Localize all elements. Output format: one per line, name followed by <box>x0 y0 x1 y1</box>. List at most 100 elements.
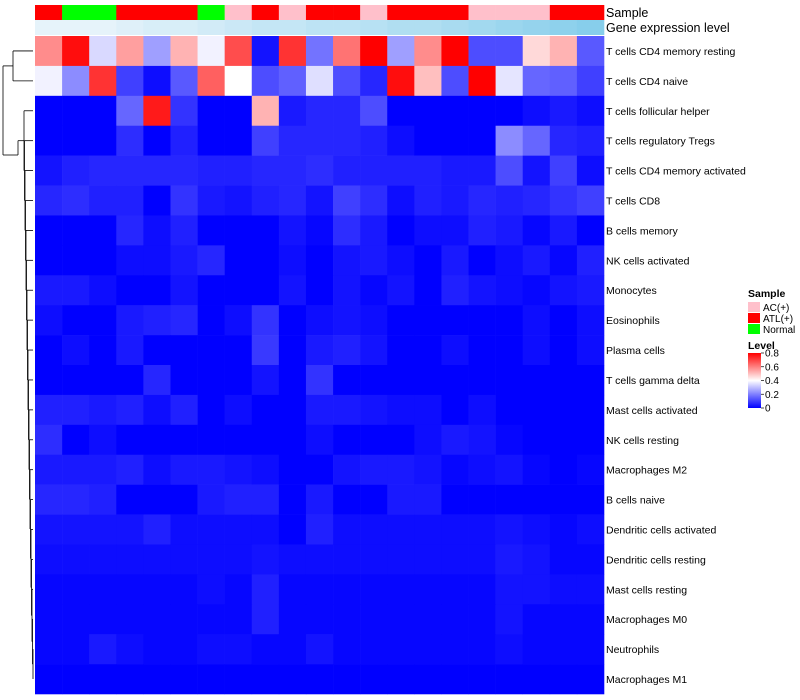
heatmap-cell <box>468 574 496 605</box>
heatmap-cell <box>549 185 578 216</box>
heatmap-cell <box>576 454 605 485</box>
heatmap-cell <box>143 394 171 426</box>
heatmap-cell <box>251 484 280 515</box>
heatmap-cell <box>224 36 253 67</box>
sample-anno-cell <box>522 5 551 20</box>
heatmap-cell <box>62 275 90 306</box>
row-label: Monocytes <box>606 285 657 297</box>
heatmap-cell <box>387 335 415 366</box>
heatmap-cell <box>170 604 198 635</box>
heatmap-cell <box>62 664 90 695</box>
level-legend-title: Level <box>748 340 775 352</box>
heatmap-cell <box>495 215 524 246</box>
heatmap-cell <box>441 245 469 276</box>
heatmap-cell <box>143 275 171 306</box>
heatmap-cell <box>305 634 334 665</box>
heatmap-cell <box>305 125 334 156</box>
heatmap-cell <box>89 454 117 485</box>
heatmap-cell <box>143 424 171 456</box>
heatmap-cell <box>441 365 469 396</box>
heatmap-cell <box>143 305 171 336</box>
heatmap-cell <box>576 245 605 276</box>
gene-expression-annotation-label: Gene expression level <box>606 21 730 35</box>
heatmap-cell <box>224 544 253 575</box>
heatmap-cell <box>170 65 198 97</box>
sample-legend-label: AC(+) <box>763 303 789 314</box>
heatmap-cell <box>305 65 334 97</box>
heatmap-cell <box>441 155 469 186</box>
heatmap-cell <box>170 275 198 306</box>
heatmap-cell <box>495 335 524 366</box>
heatmap-cell <box>441 36 469 67</box>
heatmap-cell <box>278 634 307 665</box>
heatmap-cell <box>468 484 496 515</box>
heatmap-cell <box>197 155 225 186</box>
heatmap-cell <box>116 574 144 605</box>
heatmap-cell <box>576 215 605 246</box>
sample-anno-cell <box>305 5 334 20</box>
sample-annotation-label: Sample <box>606 6 648 20</box>
heatmap-cell <box>441 544 469 575</box>
heatmap-cell <box>522 335 551 366</box>
heatmap-cell <box>197 664 225 695</box>
heatmap-cell <box>576 424 605 456</box>
heatmap-cell <box>224 365 253 396</box>
heatmap-cell <box>333 574 361 605</box>
heatmap-cell <box>197 634 225 665</box>
heatmap-cell <box>468 634 496 665</box>
heatmap-cell <box>224 634 253 665</box>
heatmap-cell <box>251 365 280 396</box>
heatmap-cell <box>414 484 442 515</box>
heatmap-cell <box>224 514 253 545</box>
heatmap-cell <box>89 514 117 545</box>
heatmap-cell <box>305 484 334 515</box>
heatmap-cell <box>35 365 63 396</box>
heatmap-cell <box>224 604 253 635</box>
heatmap-cell <box>360 275 388 306</box>
sample-anno-cell <box>549 5 578 20</box>
heatmap-cell <box>387 65 415 97</box>
heatmap-cell <box>387 305 415 336</box>
heatmap-cell <box>333 424 361 456</box>
heatmap-cell <box>278 155 307 186</box>
heatmap-cell <box>251 664 280 695</box>
heatmap-cell <box>576 634 605 665</box>
heatmap-cell <box>387 125 415 156</box>
heatmap-cell <box>495 634 524 665</box>
heatmap-cell <box>360 335 388 366</box>
heatmap-cell <box>387 185 415 216</box>
heatmap-cell <box>197 245 225 276</box>
heatmap-cell <box>170 245 198 276</box>
heatmap-cell <box>170 394 198 426</box>
heatmap-cell <box>414 155 442 186</box>
heatmap-cell <box>62 365 90 396</box>
heatmap-cell <box>89 305 117 336</box>
heatmap-cell <box>305 394 334 426</box>
heatmap-cell <box>468 394 496 426</box>
level-legend: Level 0.8 0.6 0.4 0.2 0 <box>748 340 779 415</box>
heatmap-cell <box>360 245 388 276</box>
heatmap-cell <box>522 664 551 695</box>
row-label: T cells CD4 memory activated <box>606 166 746 178</box>
heatmap-cell <box>549 275 578 306</box>
heatmap-cell <box>549 95 578 127</box>
heatmap-cell <box>143 664 171 695</box>
heatmap-cell <box>576 95 605 127</box>
heatmap-cell <box>143 484 171 515</box>
heatmap-cell <box>549 335 578 366</box>
heatmap-cell <box>251 335 280 366</box>
heatmap-cell <box>197 454 225 485</box>
heatmap-cell <box>360 185 388 216</box>
heatmap-cell <box>143 604 171 635</box>
heatmap-cell <box>305 95 334 127</box>
heatmap-cell <box>62 245 90 276</box>
heatmap-cell <box>62 36 90 67</box>
heatmap-cell <box>143 65 171 97</box>
level-legend-tick-label: 0.8 <box>765 349 779 360</box>
heatmap-cell <box>387 424 415 456</box>
heatmap-cell <box>468 155 496 186</box>
heatmap-cell <box>360 574 388 605</box>
heatmap-cell <box>35 664 63 695</box>
heatmap-cell <box>576 604 605 635</box>
heatmap-cell <box>35 215 63 246</box>
